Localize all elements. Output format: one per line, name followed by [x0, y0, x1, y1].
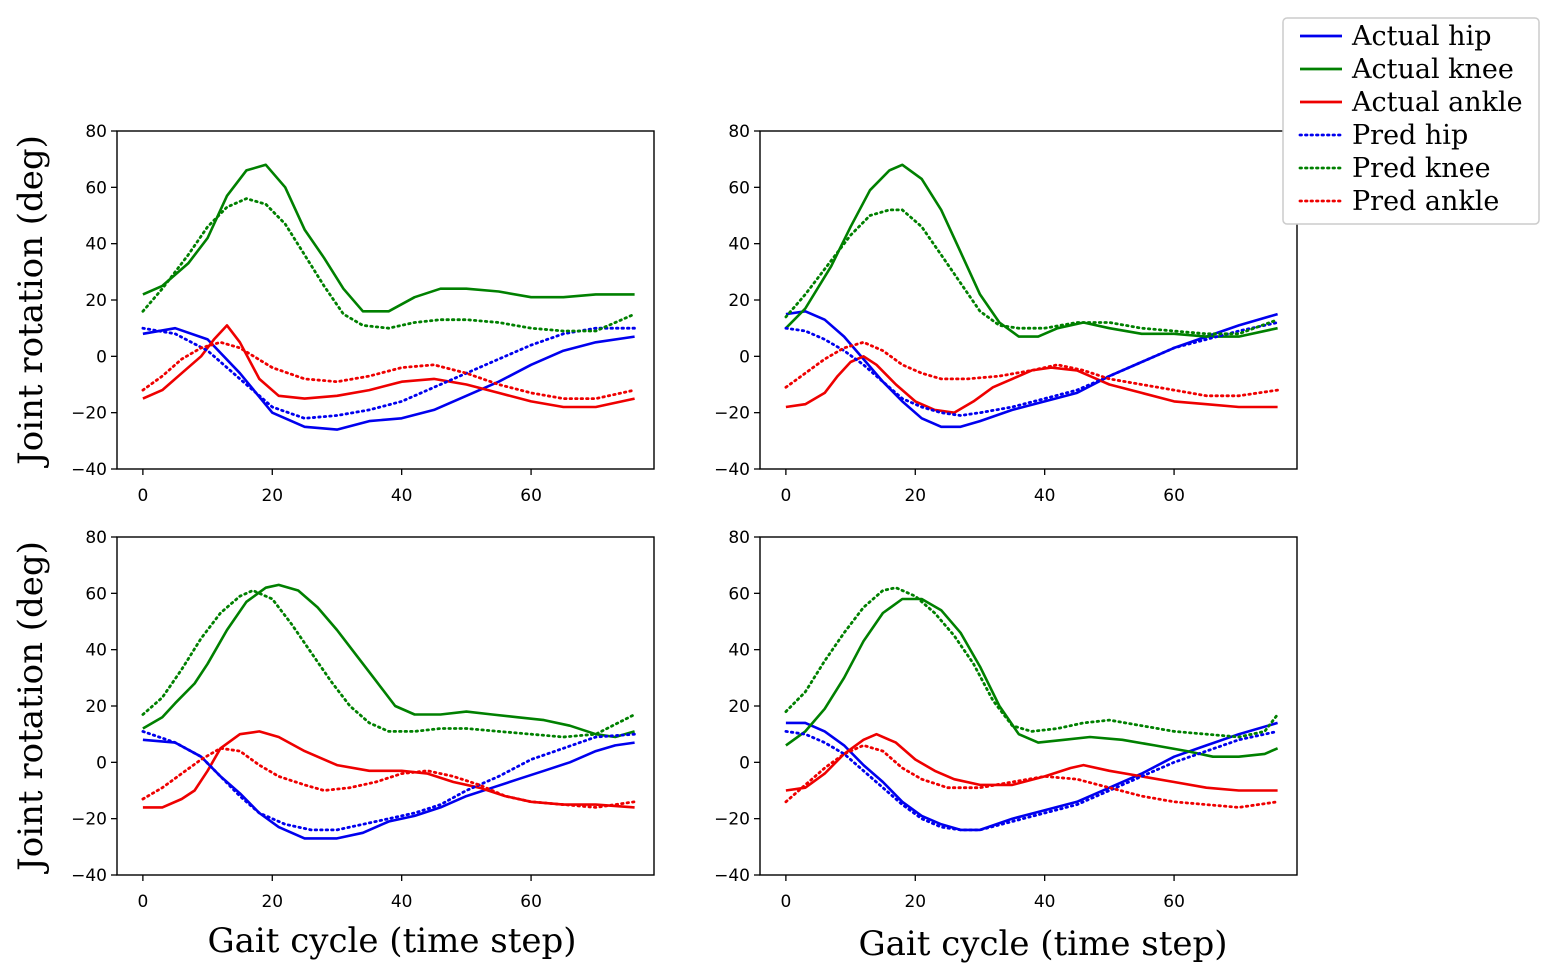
- y-tick-label: 0: [739, 753, 750, 773]
- legend-label: Actual hip: [1351, 21, 1491, 52]
- x-tick-label: 20: [261, 486, 283, 506]
- subplot-bottom-left: −40 −20 0 20 40 60 80 0 20 40 60: [71, 528, 655, 912]
- x-axis-label-left: Gait cycle (time step): [207, 921, 576, 961]
- subplot-bottom-right: −40 −20 0 20 40 60 80 0 20 40 60: [714, 528, 1298, 912]
- subplot-top-left: −40 −20 0 20 40 60 80 0 20 40 60: [71, 122, 655, 506]
- y-tick-label: 40: [85, 235, 107, 255]
- y-tick-label: 80: [85, 528, 107, 548]
- series-line-actual-knee: [142, 163, 635, 313]
- x-tick-label: 60: [1163, 892, 1185, 912]
- y-tick-label: 40: [728, 641, 750, 661]
- y-tick-label: −20: [714, 810, 750, 830]
- subplot-grid: −40 −20 0 20 40 60 80 0 20 40 60 −40 −20 0 20 40 60 80 0 20…: [71, 122, 1298, 912]
- y-tick-label: 40: [85, 641, 107, 661]
- x-axis-label-right: Gait cycle (time step): [858, 924, 1227, 964]
- x-tick-label: 40: [391, 486, 413, 506]
- series-line-pred-hip: [784, 730, 1279, 832]
- y-tick-label: −20: [71, 404, 107, 424]
- legend-label: Pred hip: [1352, 120, 1468, 151]
- y-tick-label: 60: [85, 178, 107, 198]
- x-tick-label: 60: [520, 892, 542, 912]
- legend-entry: Pred knee: [1298, 153, 1491, 184]
- series-line-actual-hip: [142, 326, 635, 431]
- series-line-pred-hip: [141, 326, 636, 420]
- x-tick-label: 40: [391, 892, 413, 912]
- series-line-actual-ankle: [142, 730, 635, 809]
- axis-labels: Joint rotation (deg) Joint rotation (deg…: [11, 135, 1228, 964]
- y-tick-label: −40: [71, 460, 107, 480]
- series-line-pred-ankle: [784, 744, 1279, 809]
- series-line-pred-ankle: [141, 340, 636, 400]
- y-tick-label: 20: [85, 697, 107, 717]
- series-line-pred-knee: [784, 208, 1279, 336]
- y-tick-label: 0: [96, 753, 107, 773]
- series-line-pred-hip: [141, 730, 636, 832]
- x-tick-label: 60: [1163, 486, 1185, 506]
- plot-frame: [116, 130, 655, 470]
- x-tick-label: 20: [904, 486, 926, 506]
- series-line-actual-knee: [785, 597, 1279, 758]
- y-tick-label: 80: [728, 122, 750, 142]
- series-line-pred-hip: [784, 321, 1279, 417]
- series-line-pred-ankle: [141, 746, 636, 809]
- y-tick-label: 60: [728, 584, 750, 604]
- series-line-pred-knee: [141, 589, 636, 739]
- y-tick-label: −40: [714, 460, 750, 480]
- plot-frame: [116, 536, 655, 876]
- x-tick-label: 0: [137, 486, 148, 506]
- series-line-actual-ankle: [785, 355, 1278, 414]
- y-tick-label: 0: [96, 347, 107, 367]
- x-tick-label: 0: [137, 892, 148, 912]
- x-tick-label: 0: [780, 892, 791, 912]
- legend-entry: Actual hip: [1300, 21, 1491, 52]
- legend-entry: Actual ankle: [1300, 87, 1523, 118]
- series-line-actual-hip: [785, 310, 1278, 429]
- legend-label: Actual ankle: [1351, 87, 1523, 118]
- series-line-actual-ankle: [785, 732, 1278, 792]
- x-tick-label: 20: [261, 892, 283, 912]
- y-tick-label: 80: [728, 528, 750, 548]
- y-tick-label: 0: [739, 347, 750, 367]
- legend-entry: Pred ankle: [1298, 186, 1499, 217]
- legend-label: Actual knee: [1351, 54, 1514, 85]
- y-tick-label: 80: [85, 122, 107, 142]
- series-line-actual-knee: [784, 163, 1278, 338]
- y-tick-label: 20: [728, 291, 750, 311]
- y-tick-label: 20: [85, 291, 107, 311]
- y-tick-label: 40: [728, 235, 750, 255]
- series-line-actual-ankle: [142, 324, 635, 409]
- subplot-top-right: −40 −20 0 20 40 60 80 0 20 40 60: [714, 122, 1298, 506]
- y-axis-label-bottom: Joint rotation (deg): [11, 541, 51, 874]
- legend-label: Pred ankle: [1352, 186, 1499, 217]
- x-tick-label: 40: [1034, 486, 1056, 506]
- y-tick-label: −20: [714, 404, 750, 424]
- x-tick-label: 40: [1034, 892, 1056, 912]
- series-line-actual-knee: [142, 583, 635, 739]
- plot-frame: [759, 130, 1298, 470]
- plot-frame: [759, 536, 1298, 876]
- series-line-pred-ankle: [784, 340, 1279, 398]
- legend-frame: [1282, 17, 1540, 225]
- y-axis-label-top: Joint rotation (deg): [11, 135, 51, 468]
- series-line-pred-knee: [141, 197, 636, 333]
- y-tick-label: −40: [71, 866, 107, 886]
- y-tick-label: −20: [71, 810, 107, 830]
- legend-entry: Actual knee: [1300, 54, 1514, 85]
- y-tick-label: 20: [728, 697, 750, 717]
- y-tick-label: 60: [85, 584, 107, 604]
- legend-entry: Pred hip: [1298, 120, 1468, 151]
- x-tick-label: 60: [520, 486, 542, 506]
- x-tick-label: 0: [780, 486, 791, 506]
- x-tick-label: 20: [904, 892, 926, 912]
- y-tick-label: −40: [714, 866, 750, 886]
- legend-label: Pred knee: [1352, 153, 1491, 184]
- y-tick-label: 60: [728, 178, 750, 198]
- series-line-pred-knee: [784, 586, 1279, 739]
